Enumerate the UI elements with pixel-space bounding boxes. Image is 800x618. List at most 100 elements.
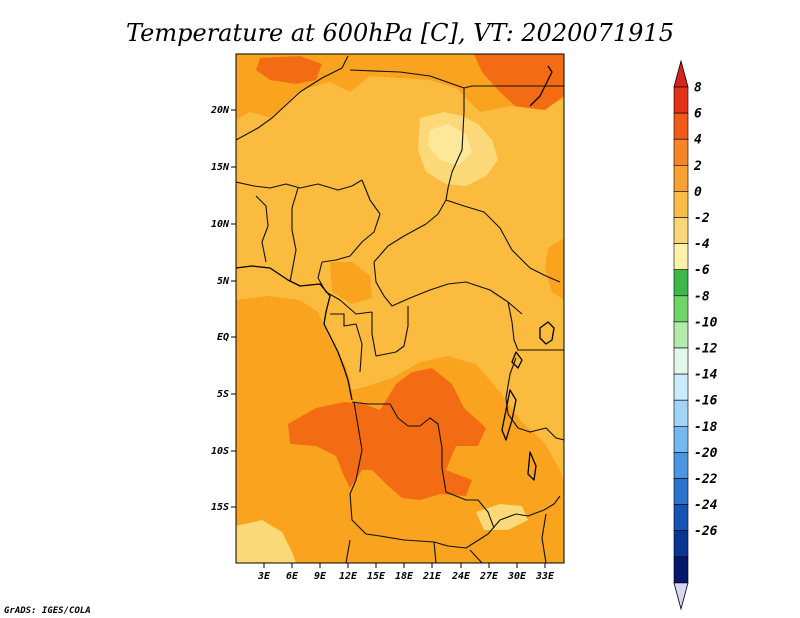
border-line [345, 539, 351, 563]
border-line [236, 179, 363, 191]
colorbar-label: 8 [694, 81, 702, 96]
lat-tick-label: 15S [211, 502, 229, 513]
map-title: Temperature at 600hPa [C], VT: 202007191… [126, 19, 674, 47]
lon-tick-label: 33E [535, 571, 555, 582]
map-frame [235, 53, 565, 564]
border-line [375, 306, 409, 357]
colorbar-label: -6 [694, 263, 710, 278]
country-borders [236, 55, 564, 563]
lon-tick-label: 15E [367, 571, 386, 582]
colorbar-swatch [673, 347, 689, 375]
colorbar-label: -2 [694, 211, 710, 226]
border-line [373, 261, 523, 315]
lat-tick-label: 10N [211, 219, 230, 230]
colorbar-swatch [673, 112, 689, 140]
field-hot-northwest [256, 56, 322, 84]
lon-tick-label: 30E [507, 571, 527, 582]
colorbar-swatch [673, 373, 689, 401]
colorbar-label: 2 [693, 159, 702, 174]
colorbar-label: -20 [694, 446, 718, 461]
border-line [349, 401, 363, 495]
credit-label: GrADS: IGES/COLA [4, 606, 91, 616]
colorbar-swatch [673, 504, 689, 532]
colorbar-swatch [673, 452, 689, 479]
field-hot-south [288, 368, 486, 500]
colorbar-bottom-arrow [673, 582, 689, 611]
lat-tick-label: 10S [211, 446, 229, 457]
border-line [317, 261, 373, 315]
colorbar-label: -26 [694, 524, 718, 539]
colorbar-swatch [673, 217, 689, 244]
colorbar-swatch [673, 295, 689, 323]
field-cool-southeast [476, 504, 528, 530]
colorbar-swatch [673, 243, 689, 271]
lake-outline [539, 321, 555, 345]
colorbar-swatch [673, 165, 689, 192]
red-sea-coast [529, 65, 553, 107]
coastline [236, 265, 353, 401]
field-coolest-north [428, 124, 472, 166]
border-line [351, 401, 447, 493]
lake-outline [511, 351, 523, 369]
colorbar-label: 6 [694, 107, 702, 122]
colorbar-label: 4 [694, 133, 702, 148]
field-warm-east-edge [545, 238, 564, 300]
field-hot-northeast [474, 54, 564, 110]
colorbar: 8 6 4 2 0 -2 -4 -6 -8 -10 -12 -14 -16 -18 -20 -22 -24 -26 [673, 59, 718, 611]
border-line [507, 301, 564, 351]
lake-outline [501, 389, 517, 441]
border-line [330, 313, 363, 373]
lat-tick-label: 5S [217, 389, 229, 400]
border-line [373, 111, 465, 263]
colorbar-swatch [673, 269, 689, 297]
lat-tick-label: EQ [217, 332, 229, 343]
colorbar-swatch [673, 191, 689, 218]
border-line [255, 195, 269, 263]
lon-tick-label: 24E [451, 571, 471, 582]
lon-tick-label: 9E [314, 571, 327, 582]
colorbar-label: -16 [694, 394, 718, 409]
field-warm-central [330, 262, 372, 304]
colorbar-label: -12 [694, 342, 718, 357]
border-line [445, 491, 495, 529]
border-line [236, 55, 349, 141]
lon-tick-label: 3E [257, 571, 271, 582]
colorbar-swatch [673, 530, 689, 558]
colorbar-top-arrow [673, 59, 689, 88]
lat-tick-label: 15N [211, 162, 230, 173]
border-line [463, 85, 564, 89]
lake-outline [527, 451, 537, 481]
colorbar-swatch [673, 138, 689, 166]
border-line [289, 187, 299, 283]
lon-tick-label: 27E [479, 571, 499, 582]
border-line [371, 312, 377, 357]
lat-tick-label: 5N [217, 276, 230, 287]
lon-axis: 3E 6E 9E 12E 15E 18E 21E 24E 27E 30E 33E [257, 563, 555, 582]
border-line [515, 495, 561, 517]
border-line [507, 413, 564, 441]
colorbar-label: -8 [694, 289, 710, 304]
colorbar-swatch [673, 478, 689, 505]
lon-tick-label: 21E [422, 571, 442, 582]
field-cool-southwest [236, 520, 296, 563]
border-line [469, 549, 483, 563]
lat-axis: 20N 15N 10N 5N EQ 5S 10S 15S [210, 105, 236, 513]
colorbar-swatch [673, 425, 689, 453]
lon-tick-label: 6E [286, 571, 299, 582]
border-line [321, 179, 381, 263]
lat-tick-label: 20N [210, 105, 230, 116]
colorbar-label: 0 [694, 185, 702, 200]
colorbar-label: -14 [694, 368, 718, 383]
border-line [445, 199, 561, 283]
colorbar-label: -18 [694, 420, 718, 435]
border-line [541, 513, 547, 563]
colorbar-label: -24 [694, 498, 718, 513]
border-line [433, 541, 437, 563]
lon-tick-label: 18E [395, 571, 414, 582]
colorbar-label: -10 [694, 315, 718, 330]
colorbar-swatch [673, 399, 689, 427]
colorbar-swatch [673, 556, 689, 584]
lon-tick-label: 12E [339, 571, 358, 582]
